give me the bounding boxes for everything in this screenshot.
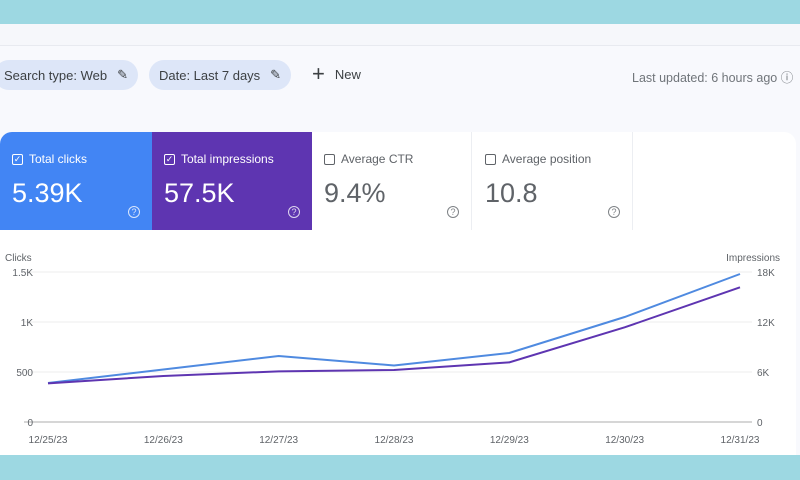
x-tick-label: 12/31/23 [721, 435, 760, 446]
clicks-series-line [47, 273, 741, 384]
metric-value: 9.4% [324, 178, 386, 208]
x-tick-label: 12/27/23 [259, 435, 298, 446]
right-tick-label: 12K [757, 318, 775, 329]
date-filter-chip[interactable]: Date: Last 7 days ✎ [149, 60, 292, 90]
x-tick-label: 12/29/23 [490, 435, 529, 446]
checkbox-unchecked-icon[interactable] [485, 153, 496, 165]
help-icon[interactable]: ? [608, 206, 620, 218]
help-icon[interactable]: ? [128, 206, 140, 218]
x-tick-label: 12/28/23 [375, 435, 414, 446]
metric-label: Total clicks [29, 152, 88, 166]
help-icon[interactable]: ? [288, 206, 300, 218]
edit-pencil-icon: ✎ [270, 67, 282, 82]
search-type-filter-chip[interactable]: Search type: Web ✎ [0, 60, 138, 90]
last-updated-text: Last updated: 6 hours ago [632, 71, 778, 85]
metric-value: 10.8 [485, 178, 538, 208]
metric-label: Average CTR [341, 152, 414, 166]
metric-value: 5.39K [12, 178, 83, 208]
edit-pencil-icon: ✎ [117, 67, 128, 82]
left-tick-label: 500 [16, 368, 33, 379]
left-tick-label: 1.5K [12, 268, 33, 279]
last-updated: Last updated: 6 hours ago ⓘ [632, 67, 793, 86]
new-label: New [334, 66, 361, 82]
header-bar [0, 24, 800, 46]
x-tick-label: 12/30/23 [605, 435, 644, 446]
bottom-border [0, 455, 800, 480]
metric-value: 57.5K [164, 178, 235, 208]
right-tick-label: 6K [757, 368, 770, 379]
help-icon[interactable]: ? [447, 206, 459, 218]
x-tick-label: 12/26/23 [144, 435, 183, 446]
right-tick-label: 0 [757, 418, 763, 429]
new-filter-button[interactable]: + New [312, 61, 361, 86]
metric-average-ctr[interactable]: Average CTR 9.4% ? [312, 132, 472, 230]
metric-total-impressions[interactable]: ✓ Total impressions 57.5K ? [152, 132, 312, 230]
performance-chart: Clicks Impressions 0 0 500 6K 1K 12K 1.5K 18K 12… [5, 253, 780, 446]
left-tick-label: 1K [21, 318, 34, 329]
metric-average-position[interactable]: Average position 10.8 ? [473, 132, 633, 230]
plus-icon: + [312, 61, 325, 86]
search-type-label: Search type: Web [4, 67, 108, 83]
left-axis-label: Clicks [5, 253, 32, 264]
x-tick-label: 12/25/23 [29, 435, 68, 446]
right-axis-label: Impressions [726, 253, 780, 264]
impressions-series-line [47, 286, 741, 385]
checkbox-checked-icon[interactable]: ✓ [12, 153, 23, 165]
date-label: Date: Last 7 days [159, 67, 261, 83]
right-tick-label: 18K [757, 268, 775, 279]
top-border [0, 0, 800, 24]
metric-label: Total impressions [181, 152, 274, 166]
metric-total-clicks[interactable]: ✓ Total clicks 5.39K ? [0, 132, 152, 230]
metric-label: Average position [502, 152, 592, 166]
help-icon[interactable]: ⓘ [780, 71, 794, 85]
checkbox-unchecked-icon[interactable] [324, 153, 335, 165]
checkbox-checked-icon[interactable]: ✓ [164, 153, 175, 165]
left-tick-label: 0 [27, 418, 33, 429]
